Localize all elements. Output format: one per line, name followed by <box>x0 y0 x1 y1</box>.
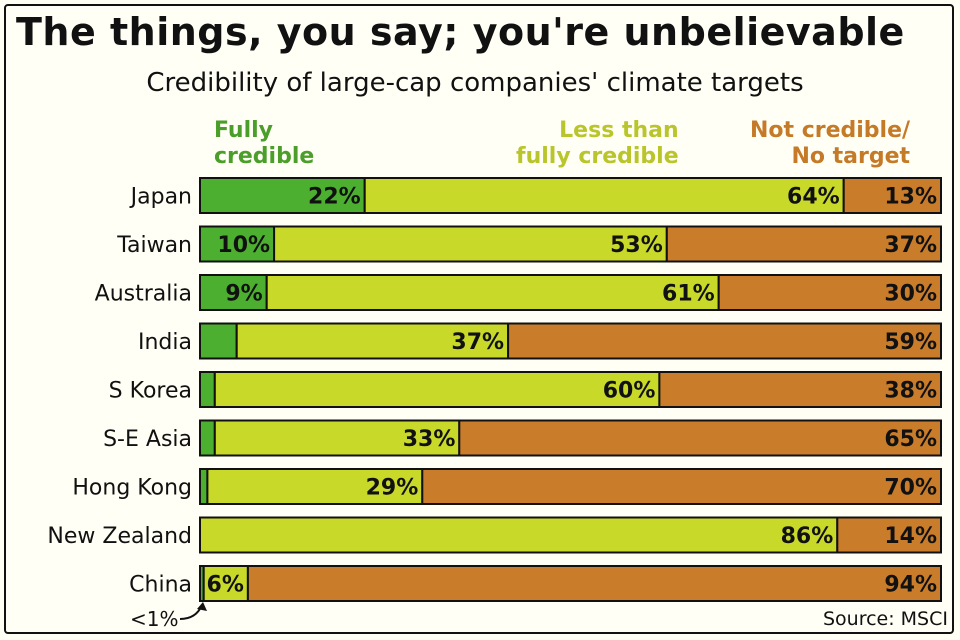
category-label-hong-kong: Hong Kong <box>72 476 192 501</box>
bar-segment-new-zealand-less <box>199 516 839 554</box>
category-label-s-korea: S Korea <box>109 379 192 404</box>
category-label-india: India <box>138 330 192 355</box>
data-label-australia-fully: 9% <box>225 282 262 307</box>
bar-segment-japan-fully <box>199 177 366 214</box>
data-label-s-e-asia-less: 33% <box>403 427 456 452</box>
legend-fully-line2: credible <box>214 144 315 169</box>
data-label-new-zealand-less: 86% <box>781 524 834 549</box>
legend-less-than-fully-credible: Less than fully credible <box>516 118 679 170</box>
bar-segment-s-korea-not <box>658 371 943 408</box>
data-label-japan-fully: 22% <box>308 185 361 210</box>
data-label-taiwan-less: 53% <box>610 233 663 258</box>
bar-segment-india-fully <box>199 322 238 360</box>
bar-segment-taiwan-less <box>273 225 668 263</box>
data-label-s-e-asia-not: 65% <box>884 427 937 452</box>
chart-subtitle: Credibility of large-cap companies' clim… <box>146 68 804 98</box>
legend-not-line2: No target <box>791 144 911 169</box>
annotation-less-than-1-percent: <1% <box>130 607 179 631</box>
source-note: Source: MSCI <box>822 608 948 630</box>
data-label-taiwan-fully: 10% <box>217 233 270 258</box>
data-label-australia-less: 61% <box>662 282 715 307</box>
bar-segment-hong-kong-fully <box>199 468 209 505</box>
legend-fully-line1: Fully <box>214 118 274 143</box>
bar-segment-china-not <box>246 565 942 602</box>
data-label-hong-kong-less: 29% <box>366 476 419 501</box>
data-label-taiwan-not: 37% <box>884 233 937 258</box>
bar-segment-hong-kong-not <box>421 468 942 505</box>
category-label-china: China <box>129 573 192 598</box>
annotation-arrowhead <box>197 602 207 611</box>
bar-segment-s-korea-fully <box>199 371 216 408</box>
data-label-china-less: 6% <box>207 573 244 598</box>
bar-segment-s-e-asia-less <box>213 419 461 457</box>
bar-segment-japan-not <box>842 177 943 214</box>
category-label-new-zealand: New Zealand <box>47 524 192 549</box>
data-label-s-korea-not: 38% <box>884 379 937 404</box>
data-label-new-zealand-not: 14% <box>884 524 937 549</box>
bar-segment-taiwan-fully <box>199 225 276 263</box>
data-label-hong-kong-not: 70% <box>884 476 937 501</box>
legend-not-credible: Not credible/ No target <box>750 118 910 170</box>
legend-less-line1: Less than <box>559 118 679 143</box>
category-label-s-e-asia: S-E Asia <box>103 427 192 452</box>
data-label-china-not: 94% <box>884 573 937 598</box>
bar-segment-taiwan-not <box>665 225 942 263</box>
bar-segment-australia-fully <box>199 274 268 311</box>
data-label-australia-not: 30% <box>884 282 937 307</box>
bar-segment-australia-less <box>265 274 720 311</box>
category-label-australia: Australia <box>95 282 192 307</box>
bar-segment-india-not <box>507 322 942 360</box>
category-label-taiwan: Taiwan <box>116 233 192 258</box>
bar-segment-s-e-asia-not <box>458 419 942 457</box>
bar-segment-china-less <box>202 565 249 602</box>
data-label-japan-not: 13% <box>884 185 937 210</box>
bar-segment-s-korea-less <box>213 371 661 408</box>
legend-not-line1: Not credible/ <box>750 118 911 143</box>
category-label-japan: Japan <box>129 185 192 210</box>
bar-segment-india-less <box>235 322 510 360</box>
bar-segment-australia-not <box>717 274 943 311</box>
bar-segment-japan-less <box>363 177 845 214</box>
legend-fully-credible: Fully credible <box>214 118 314 170</box>
data-label-india-not: 59% <box>884 330 937 355</box>
bar-segment-new-zealand-not <box>836 516 942 554</box>
legend-less-line2: fully credible <box>516 144 679 169</box>
bar-segment-hong-kong-less <box>206 468 424 505</box>
data-label-india-less: 37% <box>451 330 504 355</box>
bar-segment-s-e-asia-fully <box>199 419 216 457</box>
chart-title: The things, you say; you're unbelievable <box>16 10 905 54</box>
data-label-japan-less: 64% <box>787 185 840 210</box>
data-label-s-korea-less: 60% <box>603 379 656 404</box>
